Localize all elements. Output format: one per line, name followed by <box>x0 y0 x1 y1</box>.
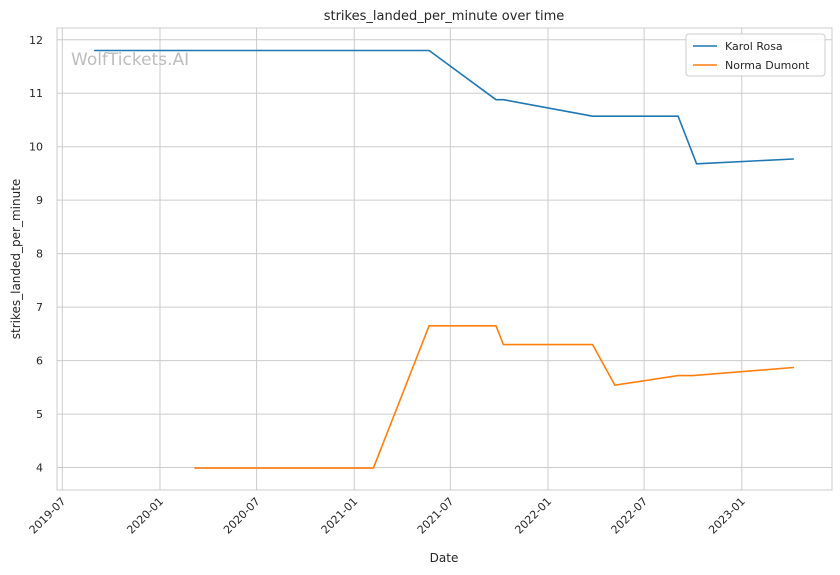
y-tick-label: 4 <box>36 462 43 475</box>
x-gridlines <box>61 28 743 490</box>
y-tick-label: 12 <box>29 34 43 47</box>
legend-label-norma-dumont: Norma Dumont <box>725 59 810 72</box>
y-tick-label: 10 <box>29 141 43 154</box>
y-axis-label: strikes_landed_per_minute <box>9 179 23 340</box>
y-tick-label: 9 <box>36 194 43 207</box>
chart-title: strikes_landed_per_minute over time <box>324 9 565 24</box>
x-axis-label: Date <box>430 551 459 565</box>
y-tick-label: 6 <box>36 355 43 368</box>
series-line-karol-rosa <box>93 49 795 165</box>
plot-frame <box>56 27 833 491</box>
watermark-text: WolfTickets.AI <box>71 50 189 70</box>
legend-box <box>685 33 826 77</box>
legend-label-karol-rosa: Karol Rosa <box>725 40 783 53</box>
y-tick-label: 5 <box>36 408 43 421</box>
y-tick-labels: 4 5 6 7 8 9 10 11 12 <box>29 34 43 475</box>
y-tick-label: 8 <box>36 248 43 261</box>
y-tick-label: 11 <box>29 87 43 100</box>
series-layer <box>93 49 795 469</box>
y-tick-label: 7 <box>36 301 43 314</box>
legend: Karol Rosa Norma Dumont <box>685 33 826 77</box>
series-line-norma-dumont <box>194 324 795 469</box>
y-gridlines <box>57 39 832 469</box>
